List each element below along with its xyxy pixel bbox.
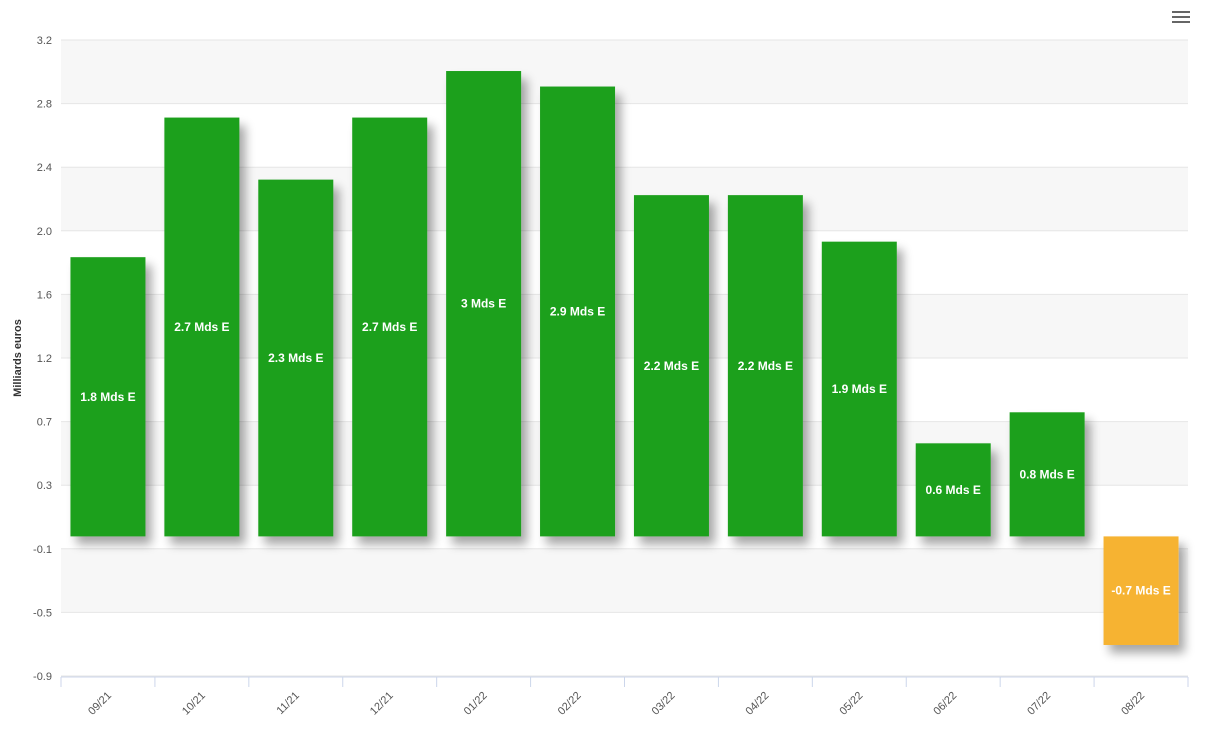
x-tick-label: 02/22 — [556, 690, 584, 718]
bar — [633, 195, 709, 537]
x-tick-label: 05/22 — [837, 690, 865, 718]
data-label: 2.7 Mds E — [362, 320, 417, 334]
x-tick-label: 08/22 — [1119, 690, 1147, 718]
data-label: 2.2 Mds E — [738, 359, 793, 373]
bar — [727, 195, 803, 537]
x-tick-label: 07/22 — [1025, 690, 1053, 718]
x-tick-label: 10/21 — [180, 690, 208, 718]
grid-band — [61, 294, 1188, 358]
data-label: 0.8 Mds E — [1019, 467, 1074, 481]
data-label: 1.8 Mds E — [80, 390, 135, 404]
grid-band — [61, 548, 1188, 613]
y-tick-label: -0.5 — [33, 607, 52, 619]
bar — [70, 257, 146, 537]
y-tick-label: 2.8 — [37, 99, 52, 111]
y-tick-label: 0.3 — [37, 480, 52, 492]
y-tick-label: -0.9 — [33, 671, 52, 683]
grid-band — [61, 167, 1188, 231]
y-tick-label: 1.6 — [37, 289, 52, 301]
data-label: 2.3 Mds E — [268, 351, 323, 365]
x-tick-label: 06/22 — [931, 690, 959, 718]
bar — [258, 179, 334, 537]
bar — [446, 71, 522, 537]
bar — [1103, 536, 1179, 645]
y-tick-label: 3.2 — [37, 35, 52, 47]
bar — [352, 117, 428, 537]
x-tick-label: 04/22 — [744, 690, 772, 718]
data-label: 0.6 Mds E — [926, 483, 981, 497]
x-tick-label: 09/21 — [86, 690, 114, 718]
data-label: 2.7 Mds E — [174, 320, 229, 334]
bar — [915, 443, 991, 537]
x-tick-label: 12/21 — [368, 690, 396, 718]
hamburger-menu-icon[interactable] — [1170, 8, 1192, 28]
y-tick-label: 0.7 — [37, 417, 52, 429]
bar — [164, 117, 240, 537]
grid-band — [61, 40, 1188, 104]
data-label: 2.9 Mds E — [550, 304, 605, 318]
x-tick-label: 11/21 — [275, 690, 302, 717]
data-label: -0.7 Mds E — [1111, 584, 1170, 598]
y-tick-label: 1.2 — [37, 353, 52, 365]
y-axis-title: Milliards euros — [12, 319, 24, 397]
y-tick-label: 2.0 — [37, 226, 52, 238]
x-tick-label: 03/22 — [650, 690, 678, 718]
x-tick-label: 01/22 — [462, 690, 490, 718]
y-tick-label: 2.4 — [37, 162, 52, 174]
bar — [540, 86, 616, 537]
data-label: 1.9 Mds E — [832, 382, 887, 396]
grid-band — [61, 421, 1188, 486]
bar — [821, 241, 897, 537]
bar — [1009, 412, 1085, 537]
y-tick-label: -0.1 — [33, 544, 52, 556]
data-label: 3 Mds E — [461, 297, 506, 311]
data-label: 2.2 Mds E — [644, 359, 699, 373]
